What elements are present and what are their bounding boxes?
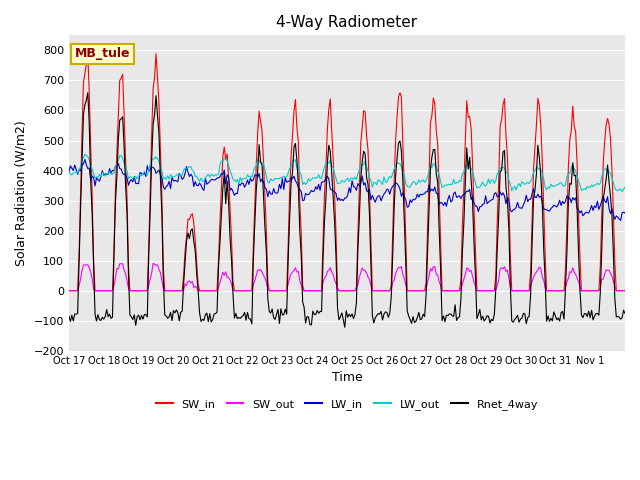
SW_in — [546, 288, 554, 294]
SW_in — [84, 52, 92, 58]
SW_in — [101, 288, 109, 294]
Text: MB_tule: MB_tule — [74, 48, 130, 60]
LW_out — [463, 164, 470, 170]
Title: 4-Way Radiometer: 4-Way Radiometer — [276, 15, 417, 30]
LW_out — [353, 177, 360, 182]
Rnet_4way — [65, 313, 73, 319]
SW_in — [621, 288, 629, 294]
SW_out — [463, 265, 470, 271]
SW_out — [65, 288, 73, 294]
SW_in — [353, 286, 360, 292]
LW_in — [103, 172, 111, 178]
LW_in — [353, 187, 360, 193]
LW_in — [85, 165, 93, 171]
SW_in — [65, 288, 73, 294]
LW_out — [621, 184, 629, 190]
LW_in — [546, 208, 554, 214]
Rnet_4way — [547, 315, 555, 321]
LW_in — [81, 156, 89, 162]
Legend: SW_in, SW_out, LW_in, LW_out, Rnet_4way: SW_in, SW_out, LW_in, LW_out, Rnet_4way — [152, 395, 542, 415]
Rnet_4way — [620, 307, 627, 313]
SW_in — [152, 51, 160, 57]
LW_in — [617, 217, 625, 223]
Line: Rnet_4way: Rnet_4way — [69, 93, 625, 327]
LW_out — [618, 189, 626, 194]
SW_out — [546, 288, 554, 294]
LW_in — [621, 210, 629, 216]
SW_out — [84, 262, 92, 268]
SW_in — [618, 288, 626, 294]
SW_out — [101, 288, 109, 294]
Line: SW_in: SW_in — [69, 54, 625, 291]
Rnet_4way — [85, 121, 93, 127]
SW_in — [463, 98, 470, 104]
Line: LW_out: LW_out — [69, 154, 625, 192]
X-axis label: Time: Time — [332, 371, 362, 384]
LW_out — [81, 151, 89, 157]
Rnet_4way — [621, 311, 629, 316]
LW_in — [65, 170, 73, 176]
Line: SW_out: SW_out — [69, 263, 625, 291]
LW_out — [65, 168, 73, 174]
LW_in — [463, 188, 470, 194]
LW_out — [620, 186, 627, 192]
LW_in — [620, 209, 627, 215]
Rnet_4way — [354, 248, 362, 253]
SW_out — [618, 288, 626, 294]
SW_out — [353, 285, 360, 290]
LW_out — [103, 170, 111, 176]
LW_out — [546, 185, 554, 191]
Y-axis label: Solar Radiation (W/m2): Solar Radiation (W/m2) — [15, 120, 28, 266]
SW_out — [149, 260, 157, 266]
SW_out — [621, 288, 629, 294]
Line: LW_in: LW_in — [69, 159, 625, 220]
Rnet_4way — [84, 90, 92, 96]
Rnet_4way — [341, 324, 349, 330]
Rnet_4way — [465, 166, 472, 172]
LW_out — [85, 157, 93, 163]
Rnet_4way — [103, 307, 111, 312]
